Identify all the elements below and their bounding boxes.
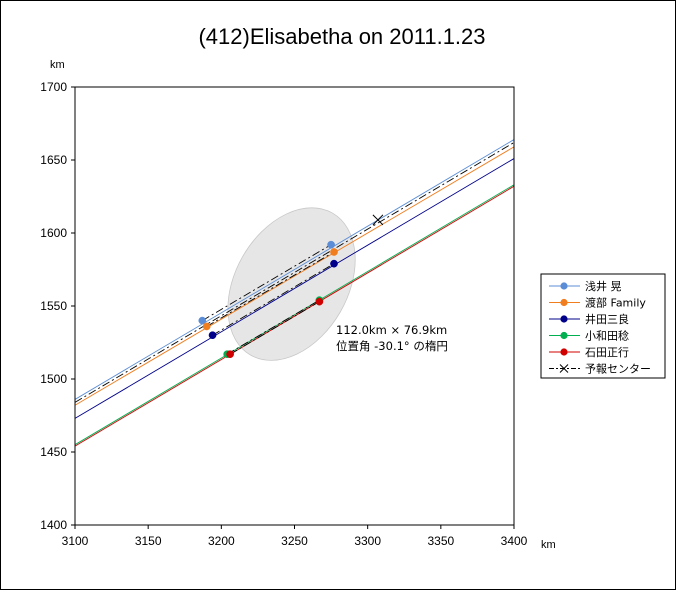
timing-point-3-2 xyxy=(330,259,338,268)
x-axis-unit: km xyxy=(541,539,556,551)
ellipse-layer xyxy=(227,207,356,361)
legend-label: 石田正行 xyxy=(585,346,629,359)
y-axis-unit: km xyxy=(50,59,65,71)
legend-label: 渡部 Family xyxy=(585,296,646,310)
chord-segment-5 xyxy=(229,301,320,355)
timing-point-2-2 xyxy=(330,248,338,256)
chord-line-4 xyxy=(75,184,514,446)
timing-points-layer xyxy=(198,214,384,359)
chord-line-2 xyxy=(75,146,514,406)
y-tick-label: 1400 xyxy=(40,518,67,532)
y-tick-label: 1500 xyxy=(40,372,67,386)
x-tick-label: 3350 xyxy=(427,534,454,548)
legend-label: 小和田稔 xyxy=(585,329,629,343)
timing-point-5-2 xyxy=(315,297,324,306)
chord-line-6 xyxy=(75,142,514,403)
timing-point-1-1 xyxy=(198,316,207,325)
x-tick-label: 3200 xyxy=(208,534,235,548)
y-tick-label: 1600 xyxy=(40,226,67,240)
legend-entry-4: 小和田稔 xyxy=(549,329,629,343)
y-axis-ticks: 1400 1450 1500 1550 1600 1650 1700 xyxy=(40,80,75,532)
y-tick-label: 1700 xyxy=(40,80,67,94)
chart-title: (412)Elisabetha on 2011.1.23 xyxy=(198,24,485,49)
legend-entry-2: 渡部 Family xyxy=(549,296,646,310)
occultation-ellipse xyxy=(227,207,356,361)
timing-point-1-2 xyxy=(327,240,335,249)
legend-box xyxy=(540,273,666,379)
legend-label: 井田三良 xyxy=(585,312,629,326)
legend-label: 予報センター xyxy=(585,363,651,376)
legend-entry-3: 井田三良 xyxy=(549,312,629,326)
legend-entry-5: 石田正行 xyxy=(549,346,629,359)
chord-line-3 xyxy=(75,158,514,419)
x-tick-label: 3150 xyxy=(135,534,162,548)
ellipse-size-label: 112.0km × 76.9km xyxy=(336,323,447,337)
y-tick-label: 1650 xyxy=(40,153,67,167)
x-tick-label: 3300 xyxy=(354,534,381,548)
legend-entry-1: 浅井 晃 xyxy=(549,279,622,293)
timing-point-5-1 xyxy=(226,350,234,359)
chord-line-1 xyxy=(75,139,514,400)
timing-point-3-1 xyxy=(208,331,217,340)
legend-entry-6: 予報センター xyxy=(549,363,651,376)
chord-segment-1 xyxy=(202,244,332,321)
timing-point-2-1 xyxy=(202,322,211,331)
y-tick-label: 1450 xyxy=(40,445,67,459)
x-axis-ticks: 3100 3150 3200 3250 3300 3350 3400 xyxy=(62,525,528,548)
ellipse-angle-label: 位置角 -30.1° の楕円 xyxy=(336,339,448,353)
x-tick-label: 3400 xyxy=(501,534,528,548)
chord-segment-4 xyxy=(226,299,320,355)
chord-line-5 xyxy=(75,185,514,447)
chord-lines-layer xyxy=(75,139,514,447)
prediction-marker xyxy=(372,214,384,226)
y-tick-label: 1550 xyxy=(40,299,67,313)
legend-label: 浅井 晃 xyxy=(585,279,622,293)
chord-segment-3 xyxy=(212,263,335,336)
x-tick-label: 3100 xyxy=(62,534,89,548)
x-tick-label: 3250 xyxy=(281,534,308,548)
